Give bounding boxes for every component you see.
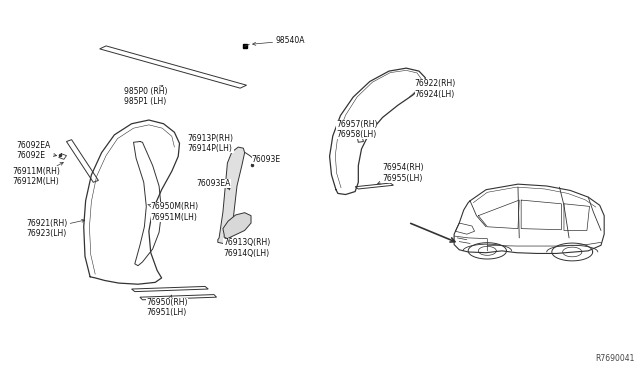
Text: 98540A: 98540A <box>253 36 305 45</box>
Polygon shape <box>223 213 251 238</box>
Text: 76913P(RH)
76914P(LH): 76913P(RH) 76914P(LH) <box>188 134 234 153</box>
Text: 76950(RH)
76951(LH): 76950(RH) 76951(LH) <box>147 295 188 317</box>
Text: 76911M(RH)
76912M(LH): 76911M(RH) 76912M(LH) <box>12 163 63 186</box>
Text: 76950M(RH)
76951M(LH): 76950M(RH) 76951M(LH) <box>148 202 199 222</box>
Polygon shape <box>218 147 244 243</box>
Text: 76092EA
76092E: 76092EA 76092E <box>17 141 56 160</box>
Text: 985P0 (RH)
985P1 (LH): 985P0 (RH) 985P1 (LH) <box>124 86 168 106</box>
Text: R7690041: R7690041 <box>595 354 635 363</box>
Text: 76922(RH)
76924(LH): 76922(RH) 76924(LH) <box>415 79 456 99</box>
Text: 76913Q(RH)
76914Q(LH): 76913Q(RH) 76914Q(LH) <box>223 238 270 257</box>
Text: 76921(RH)
76923(LH): 76921(RH) 76923(LH) <box>26 219 84 238</box>
Text: 76957(RH)
76958(LH): 76957(RH) 76958(LH) <box>336 120 378 140</box>
Text: 76093E: 76093E <box>252 155 281 164</box>
Text: 76093EA: 76093EA <box>196 179 231 187</box>
Text: 76954(RH)
76955(LH): 76954(RH) 76955(LH) <box>378 163 424 184</box>
